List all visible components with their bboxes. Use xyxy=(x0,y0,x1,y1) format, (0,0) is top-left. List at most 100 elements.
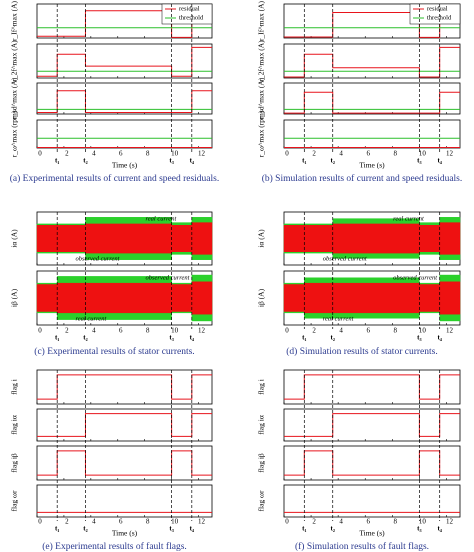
x-tick-label: 6 xyxy=(119,150,123,158)
x-tick-label: 2 xyxy=(312,518,316,526)
subplot-frame xyxy=(283,82,461,115)
x-tick-label: 10 xyxy=(171,327,179,335)
x-tick-label: 12 xyxy=(198,518,206,526)
event-label: t₂ xyxy=(331,157,335,165)
x-tick-label: 4 xyxy=(339,518,343,526)
caption: (b) Simulation results of current and sp… xyxy=(261,174,463,184)
x-tick-label: 10 xyxy=(171,150,179,158)
event-label: t₂ xyxy=(83,525,87,533)
subplot-frame xyxy=(283,445,461,481)
x-tick-label: 8 xyxy=(146,518,150,526)
x-tick-label: 4 xyxy=(92,518,96,526)
annotation: observed current xyxy=(323,255,367,262)
annotation: observed current xyxy=(76,255,120,262)
current-band xyxy=(283,222,461,255)
event-label: t₄ xyxy=(437,334,442,342)
y-axis-label: iα (A) xyxy=(10,229,19,248)
current-band xyxy=(36,222,213,255)
event-label: t₂ xyxy=(83,334,87,342)
x-tick-label: 0 xyxy=(285,150,289,158)
y-axis-label: iβ (A) xyxy=(10,288,19,307)
event-label: t₃ xyxy=(169,334,173,342)
y-axis-label: flag i xyxy=(257,379,266,395)
x-tick-label: 6 xyxy=(366,327,370,335)
x-tick-label: 12 xyxy=(446,518,454,526)
x-tick-label: 2 xyxy=(312,327,316,335)
x-tick-label: 8 xyxy=(146,150,150,158)
subplot-frame xyxy=(36,445,213,481)
current-band xyxy=(36,281,213,315)
x-tick-label: 8 xyxy=(394,327,398,335)
x-tick-label: 0 xyxy=(38,327,42,335)
x-tick-label: 10 xyxy=(419,518,427,526)
x-axis-label: Time (s) xyxy=(359,161,385,170)
caption: (d) Simulation results of stator current… xyxy=(286,347,438,357)
x-axis-label: Time (s) xyxy=(359,529,385,538)
caption: (a) Experimental results of current and … xyxy=(9,174,220,184)
event-label: t₄ xyxy=(437,157,442,165)
event-label: t₃ xyxy=(169,525,173,533)
x-tick-label: 12 xyxy=(198,150,206,158)
x-tick-label: 12 xyxy=(446,150,454,158)
subplot-frame xyxy=(283,484,461,518)
event-label: t₄ xyxy=(437,525,442,533)
y-axis-label: r_sd^max (A) xyxy=(257,77,266,119)
subplot-frame xyxy=(36,369,213,405)
x-tick-label: 2 xyxy=(312,150,316,158)
legend-label: residual xyxy=(179,5,200,12)
x-tick-label: 6 xyxy=(366,518,370,526)
event-label: t₂ xyxy=(83,157,87,165)
y-axis-label: flag iβ xyxy=(10,453,19,473)
y-axis-label: iβ (A) xyxy=(257,288,266,307)
event-label: t₄ xyxy=(190,157,195,165)
event-label: t₁ xyxy=(55,157,59,165)
subplot-frame xyxy=(283,119,461,149)
legend-label: threshold xyxy=(179,14,204,21)
subplot-frame xyxy=(36,119,213,149)
x-tick-label: 12 xyxy=(198,327,206,335)
y-axis-label: r_ω^max (rpm) xyxy=(10,110,19,157)
caption: (c) Experimental results of stator curre… xyxy=(34,347,195,357)
event-label: t₂ xyxy=(331,334,335,342)
x-tick-label: 0 xyxy=(285,518,289,526)
y-axis-label: r_2f^max (A) xyxy=(10,40,19,82)
y-axis-label: flag ωr xyxy=(257,490,266,511)
subplot-frame xyxy=(283,43,461,79)
subplot-frame xyxy=(283,408,461,442)
x-tick-label: 6 xyxy=(366,150,370,158)
x-tick-label: 0 xyxy=(285,327,289,335)
x-tick-label: 10 xyxy=(171,518,179,526)
event-label: t₁ xyxy=(302,525,306,533)
event-label: t₁ xyxy=(302,157,306,165)
annotation: observed current xyxy=(393,274,437,281)
x-tick-label: 6 xyxy=(119,327,123,335)
event-label: t₃ xyxy=(417,525,421,533)
x-tick-label: 2 xyxy=(65,518,69,526)
current-band xyxy=(283,281,461,315)
x-tick-label: 4 xyxy=(339,150,343,158)
y-axis-label: flag iβ xyxy=(257,453,266,473)
y-axis-label: flag iα xyxy=(10,415,19,435)
x-axis-label: Time (s) xyxy=(112,529,138,538)
x-tick-label: 2 xyxy=(65,327,69,335)
x-tick-label: 4 xyxy=(92,150,96,158)
x-axis-label: Time (s) xyxy=(112,161,138,170)
x-tick-label: 8 xyxy=(394,518,398,526)
x-tick-label: 4 xyxy=(339,327,343,335)
subplot-frame xyxy=(283,369,461,405)
annotation: real current xyxy=(323,315,354,322)
subplot-frame xyxy=(36,43,213,79)
legend-label: residual xyxy=(427,5,448,12)
event-label: t₂ xyxy=(331,525,335,533)
x-tick-label: 4 xyxy=(92,327,96,335)
event-label: t₃ xyxy=(417,334,421,342)
x-tick-label: 8 xyxy=(394,150,398,158)
event-label: t₄ xyxy=(190,525,195,533)
y-axis-label: flag iα xyxy=(257,415,266,435)
annotation: observed current xyxy=(146,274,190,281)
y-axis-label: r_ω^max (rpm) xyxy=(257,110,266,157)
event-label: t₄ xyxy=(190,334,195,342)
x-tick-label: 12 xyxy=(446,327,454,335)
annotation: real current xyxy=(76,315,107,322)
